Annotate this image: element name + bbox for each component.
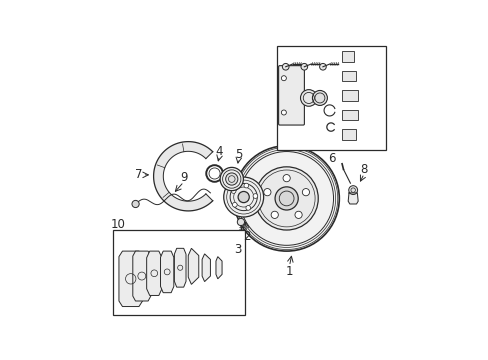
Text: 9: 9 — [180, 171, 187, 184]
Bar — [342, 51, 353, 62]
Circle shape — [225, 173, 237, 185]
Circle shape — [252, 194, 257, 198]
Circle shape — [312, 90, 327, 105]
Text: 5: 5 — [235, 148, 243, 161]
Polygon shape — [347, 193, 357, 204]
Circle shape — [233, 146, 339, 251]
Circle shape — [294, 211, 302, 219]
Circle shape — [281, 110, 286, 115]
Circle shape — [274, 187, 298, 210]
Circle shape — [319, 63, 325, 70]
Polygon shape — [133, 251, 150, 301]
Circle shape — [220, 167, 243, 191]
Bar — [342, 129, 355, 140]
Circle shape — [263, 189, 270, 196]
Circle shape — [282, 63, 288, 70]
Circle shape — [281, 76, 286, 81]
Circle shape — [302, 189, 309, 196]
Polygon shape — [188, 248, 198, 284]
Bar — [342, 71, 356, 81]
Circle shape — [300, 90, 317, 106]
Circle shape — [232, 202, 237, 207]
Text: 4: 4 — [215, 145, 223, 158]
Circle shape — [245, 206, 250, 210]
Bar — [342, 90, 358, 100]
Circle shape — [255, 167, 318, 230]
Circle shape — [283, 175, 290, 182]
Circle shape — [348, 186, 357, 194]
Polygon shape — [174, 248, 185, 287]
Text: 10: 10 — [111, 218, 125, 231]
Circle shape — [238, 192, 249, 203]
Circle shape — [244, 183, 248, 188]
Text: 2: 2 — [243, 230, 250, 243]
Circle shape — [270, 211, 278, 219]
Circle shape — [224, 177, 263, 217]
Circle shape — [301, 63, 307, 70]
Bar — [113, 230, 244, 315]
Polygon shape — [216, 257, 222, 279]
Text: 6: 6 — [327, 152, 335, 165]
Text: 8: 8 — [360, 163, 367, 176]
FancyBboxPatch shape — [278, 66, 304, 125]
Circle shape — [132, 201, 139, 208]
Bar — [276, 46, 386, 150]
Bar — [342, 110, 358, 120]
Polygon shape — [146, 251, 162, 296]
Polygon shape — [119, 251, 142, 307]
Polygon shape — [160, 251, 173, 293]
Text: 7: 7 — [135, 168, 142, 181]
Polygon shape — [202, 254, 210, 282]
Text: 3: 3 — [234, 243, 242, 256]
Circle shape — [237, 219, 244, 226]
Polygon shape — [153, 141, 212, 211]
Circle shape — [231, 189, 236, 193]
Text: 1: 1 — [285, 265, 293, 278]
